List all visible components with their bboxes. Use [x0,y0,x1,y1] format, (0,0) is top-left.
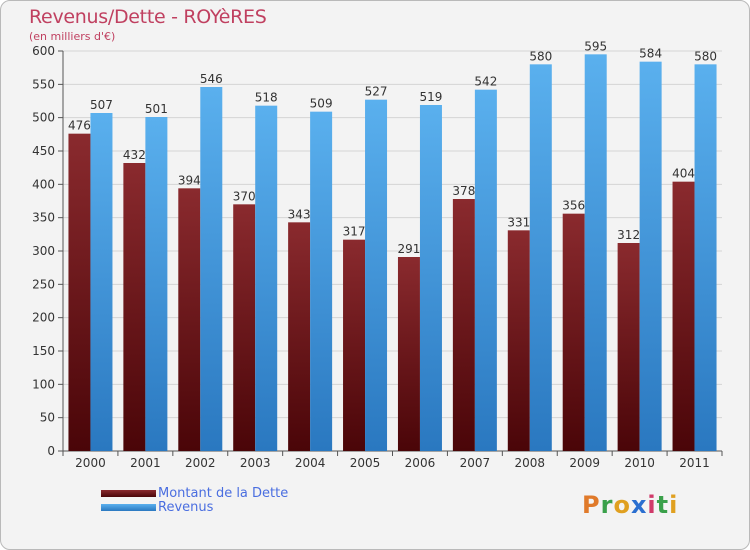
data-label-dette: 404 [672,167,695,181]
y-tick-label: 0 [47,444,55,458]
bar-revenus [255,105,278,452]
bar-dette [288,222,311,451]
y-tick-label: 550 [32,77,55,91]
bar-revenus [145,117,168,451]
data-label-dette: 356 [562,199,585,213]
data-label-revenus: 519 [420,90,443,104]
y-tick-label: 400 [32,177,55,191]
data-label-dette: 331 [507,215,530,229]
bar-revenus [474,89,497,452]
bar-dette [178,188,201,452]
bar-revenus [419,105,442,451]
data-label-dette: 343 [288,207,311,221]
logo-letter: i [647,491,657,519]
legend-swatch-debt [101,489,156,497]
logo-letter: t [656,491,670,519]
x-tick-label: 2000 [75,456,106,470]
logo-letter: o [613,491,631,519]
bar-revenus [365,99,388,452]
bar-dette [672,181,695,451]
y-tick-label: 100 [32,377,55,391]
bar-dette [233,204,256,451]
legend-label-debt: Montant de la Dette [158,485,289,501]
bar-dette [343,239,366,451]
y-tick-label: 500 [32,111,55,125]
proxiti-logo: Proxiti [582,491,678,519]
data-label-revenus: 501 [145,102,168,116]
bar-revenus [200,87,223,451]
x-tick-label: 2008 [515,456,546,470]
x-tick-label: 2001 [130,456,161,470]
data-label-revenus: 580 [529,49,552,63]
logo-letter: P [582,491,601,519]
data-labels: 476 507 432 501 394 546 370 518 343 509 317 527 291 5… [68,39,717,256]
x-tick-label: 2009 [569,456,600,470]
y-tick-label: 450 [32,144,55,158]
bar-dette [397,257,420,451]
x-tick-label: 2010 [624,456,655,470]
legend-label-revenus: Revenus [158,499,214,515]
data-label-dette: 378 [452,184,475,198]
data-label-revenus: 509 [310,97,333,111]
bar-dette [123,163,146,451]
bar-revenus [90,113,113,451]
axes: 0 50 100 150 200 250 300 350 400 450 500 550 600 2000… [32,44,723,470]
data-label-dette: 476 [68,119,91,133]
data-label-revenus: 527 [365,85,388,99]
x-tick-label: 2003 [240,456,271,470]
x-tick-label: 2005 [350,456,381,470]
bar-dette [562,213,585,451]
y-tick-label: 300 [32,244,55,258]
data-label-dette: 370 [233,189,256,203]
data-label-dette: 432 [123,148,146,162]
chart-subtitle: (en milliers d'€) [29,30,116,43]
chart-title: Revenus/Dette - ROYèRES [29,6,267,28]
bar-revenus [694,64,717,452]
data-label-revenus: 518 [255,91,278,105]
legend-swatch-revenus [101,503,156,511]
data-label-dette: 291 [398,242,421,256]
logo-letter: r [600,491,614,519]
x-tick-label: 2006 [405,456,436,470]
bar-dette [452,199,475,451]
bar-dette [617,243,640,451]
y-tick-label: 350 [32,211,55,225]
y-tick-label: 200 [32,311,55,325]
y-tick-label: 150 [32,344,55,358]
bar-revenus [310,111,333,452]
logo-letter: i [669,491,679,519]
x-tick-label: 2004 [295,456,326,470]
data-label-revenus: 542 [474,75,497,89]
data-label-revenus: 584 [639,47,662,61]
data-label-dette: 317 [343,225,366,239]
bar-dette [68,133,91,451]
bars [68,54,717,452]
data-label-revenus: 595 [584,39,607,53]
y-tick-label: 600 [32,44,55,58]
bar-dette [507,230,530,451]
bar-revenus [584,54,607,451]
bar-revenus [639,61,662,452]
x-tick-label: 2007 [460,456,491,470]
data-label-dette: 394 [178,173,201,187]
data-label-dette: 312 [617,228,640,242]
data-label-revenus: 507 [90,98,113,112]
legend: Montant de la Dette Revenus [101,485,289,515]
x-tick-label: 2011 [679,456,710,470]
x-tick-label: 2002 [185,456,216,470]
gridlines [63,50,722,452]
y-tick-label: 250 [32,277,55,291]
legend-item-revenus: Revenus [101,499,288,515]
logo-letter: x [630,491,648,519]
bar-revenus [529,64,552,452]
data-label-revenus: 580 [694,49,717,63]
y-tick-label: 50 [40,411,55,425]
data-label-revenus: 546 [200,72,223,86]
legend-item-debt: Montant de la Dette [101,485,289,501]
